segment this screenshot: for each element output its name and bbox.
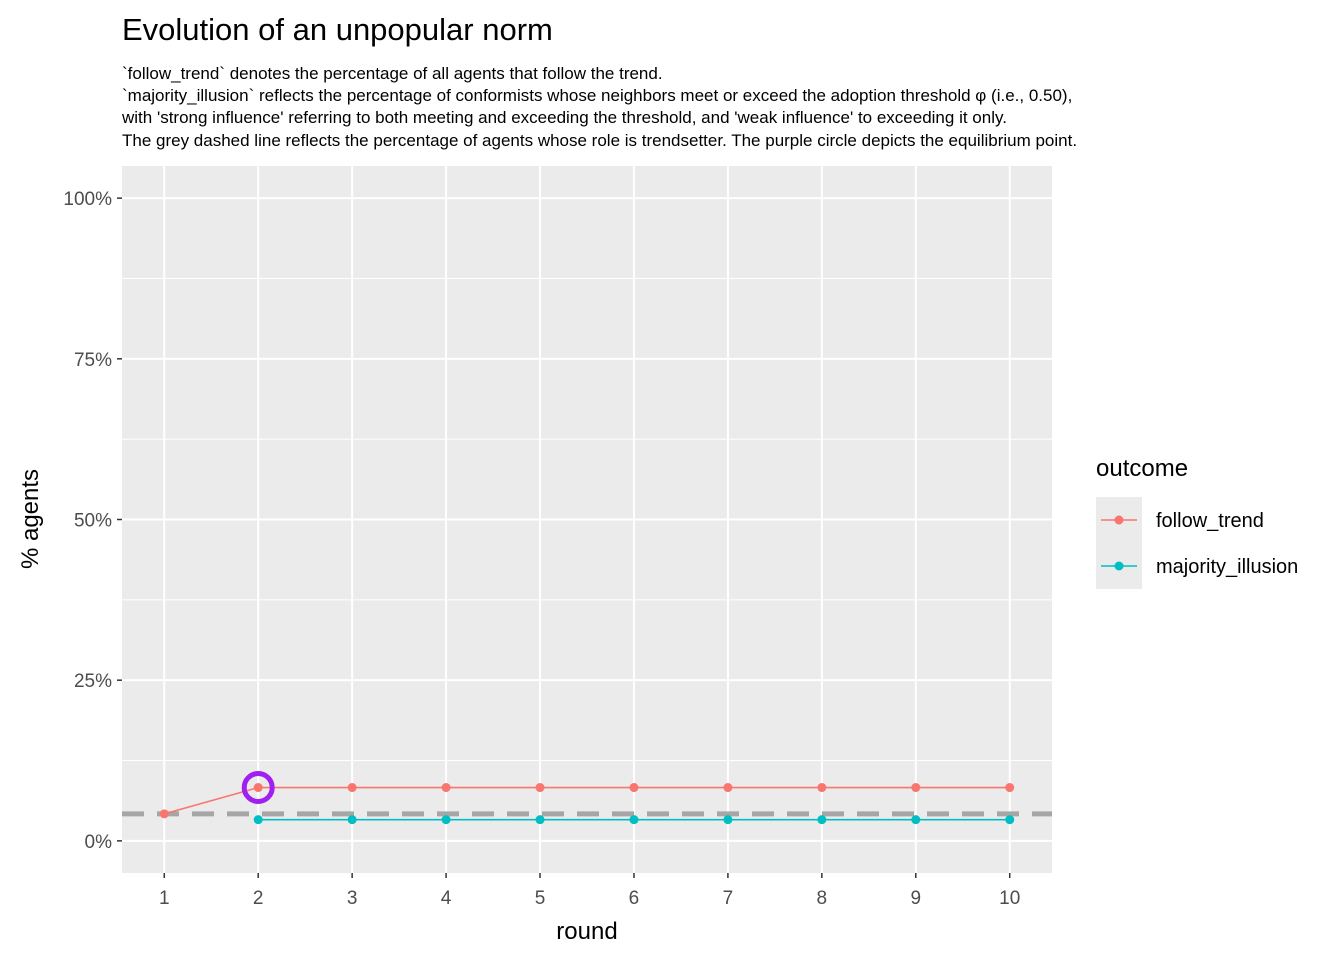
data-point-follow_trend [911, 783, 921, 793]
legend-label-follow_trend: follow_trend [1156, 510, 1264, 532]
major-gridlines [122, 166, 1052, 873]
data-point-majority_illusion [723, 815, 733, 825]
y-tick-label: 75% [74, 350, 112, 371]
axes: 0% 25% 50% 75% 100% 1 2 3 4 5 6 7 8 9 10 [63, 189, 1020, 909]
y-tick-label: 25% [74, 671, 112, 692]
chart-subtitle-line-1: `follow_trend` denotes the percentage of… [122, 64, 663, 83]
series-layer [159, 783, 1015, 825]
y-tick-label: 50% [74, 511, 112, 532]
x-tick-label: 1 [159, 888, 170, 909]
data-point-follow_trend [347, 783, 357, 793]
data-point-majority_illusion [535, 815, 545, 825]
legend-key-point [1114, 515, 1124, 525]
data-point-majority_illusion [441, 815, 451, 825]
x-tick-label: 10 [999, 888, 1020, 909]
data-point-majority_illusion [817, 815, 827, 825]
legend: follow_trend majority_illusion [1096, 497, 1298, 589]
y-tick-label: 0% [85, 832, 113, 853]
x-tick-label: 5 [535, 888, 546, 909]
legend-key-point [1114, 561, 1124, 571]
x-tick-label: 2 [253, 888, 264, 909]
data-point-follow_trend [535, 783, 545, 793]
series-line-follow_trend [164, 786, 1010, 815]
x-tick-label: 3 [347, 888, 358, 909]
x-tick-label: 6 [629, 888, 640, 909]
x-axis-title: round [556, 918, 617, 945]
data-point-majority_illusion [347, 815, 357, 825]
data-point-majority_illusion [253, 815, 263, 825]
chart-subtitle-line-2: `majority_illusion` reflects the percent… [122, 86, 1072, 105]
y-axis-title: % agents [17, 469, 44, 569]
data-point-majority_illusion [629, 815, 639, 825]
legend-title: outcome [1096, 455, 1188, 482]
data-point-follow_trend [1005, 783, 1015, 793]
minor-gridlines [122, 277, 1052, 762]
data-point-follow_trend [253, 783, 263, 793]
x-tick-label: 4 [441, 888, 452, 909]
legend-label-majority_illusion: majority_illusion [1156, 556, 1298, 578]
equilibrium-circle [241, 771, 275, 805]
data-point-follow_trend [441, 783, 451, 793]
chart-subtitle-line-3: with 'strong influence' referring to bot… [121, 108, 1007, 127]
y-tick-label: 100% [63, 189, 112, 210]
x-tick-label: 7 [723, 888, 734, 909]
data-point-majority_illusion [1005, 815, 1015, 825]
data-point-follow_trend [629, 783, 639, 793]
data-point-follow_trend [159, 809, 169, 819]
chart-subtitle-line-4: The grey dashed line reflects the percen… [122, 131, 1077, 150]
chart-title: Evolution of an unpopular norm [122, 12, 553, 47]
x-tick-label: 8 [817, 888, 828, 909]
data-point-majority_illusion [911, 815, 921, 825]
data-point-follow_trend [817, 783, 827, 793]
x-tick-label: 9 [910, 888, 921, 909]
data-point-follow_trend [723, 783, 733, 793]
equilibrium-marker-layer [241, 771, 275, 805]
